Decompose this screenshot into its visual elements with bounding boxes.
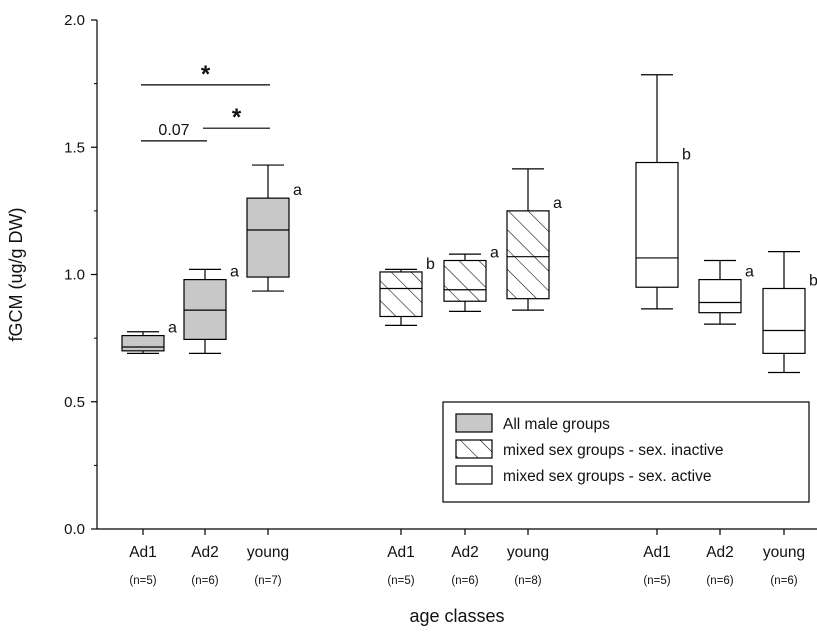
legend-label: All male groups <box>503 416 610 433</box>
y-tick-label: 1.5 <box>64 139 85 156</box>
x-category-label: young <box>507 544 549 561</box>
x-axis-title: age classes <box>409 606 504 626</box>
box <box>246 197 290 278</box>
x-category-label: Ad2 <box>706 544 734 561</box>
sample-size-label: (n=5) <box>643 575 670 587</box>
box <box>183 278 227 340</box>
y-tick-label: 1.0 <box>64 267 85 284</box>
significance-letter: a <box>293 182 302 199</box>
box <box>635 161 679 288</box>
significance-annotation: * <box>201 61 211 88</box>
x-category-label: young <box>763 544 805 561</box>
x-category-label: Ad2 <box>191 544 219 561</box>
sample-size-label: (n=5) <box>387 575 414 587</box>
significance-annotation: * <box>232 104 242 131</box>
legend-label: mixed sex groups - sex. inactive <box>503 442 724 459</box>
box <box>443 259 487 302</box>
y-tick-label: 2.0 <box>64 12 85 29</box>
sample-size-label: (n=6) <box>451 575 478 587</box>
sample-size-label: (n=5) <box>129 575 156 587</box>
x-category-label: Ad1 <box>129 544 157 561</box>
x-category-label: Ad1 <box>643 544 671 561</box>
significance-letter: a <box>745 264 754 281</box>
axes: 0.0 0.5 1.0 1.5 2.0 fGCM (ug/g DW) age classes… <box>6 12 817 626</box>
box <box>121 334 165 352</box>
box <box>698 278 742 314</box>
legend-swatch <box>455 465 493 485</box>
box <box>379 271 423 318</box>
x-category-label: young <box>247 544 289 561</box>
sample-size-label: (n=7) <box>254 575 281 587</box>
significance-letter: a <box>490 245 499 262</box>
legend-swatch <box>455 439 493 459</box>
plot-marks: a a a b a a b a b * * 0.07 <box>121 61 817 374</box>
sample-size-label: (n=6) <box>191 575 218 587</box>
significance-annotation: 0.07 <box>158 122 189 139</box>
sample-size-label: (n=6) <box>706 575 733 587</box>
legend: All male groups mixed sex groups - sex. i… <box>442 401 810 503</box>
sample-size-label: (n=6) <box>770 575 797 587</box>
y-axis-title: fGCM (ug/g DW) <box>6 207 26 341</box>
legend-swatch <box>455 413 493 433</box>
y-tick-label: 0.0 <box>64 521 85 538</box>
significance-letter: b <box>426 256 435 273</box>
box <box>762 287 806 354</box>
significance-letter: a <box>553 195 562 212</box>
significance-letter: a <box>168 320 177 337</box>
x-category-label: Ad1 <box>387 544 415 561</box>
x-category-label: Ad2 <box>451 544 479 561</box>
legend-label: mixed sex groups - sex. active <box>503 468 711 485</box>
box <box>506 210 550 300</box>
significance-letter: b <box>809 272 817 289</box>
legend-box <box>442 401 810 503</box>
significance-letter: b <box>682 147 691 164</box>
y-tick-label: 0.5 <box>64 394 85 411</box>
sample-size-label: (n=8) <box>514 575 541 587</box>
significance-letter: a <box>230 264 239 281</box>
